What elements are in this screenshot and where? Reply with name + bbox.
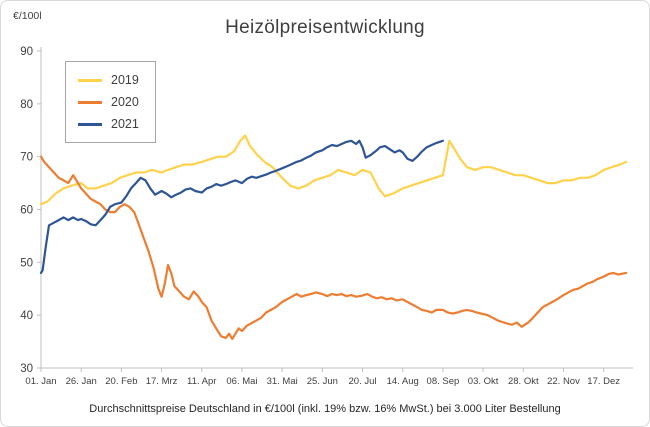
legend-swatch <box>78 122 102 126</box>
legend-item-2021: 2021 <box>78 113 139 135</box>
y-tick-label: 40 <box>20 310 33 322</box>
x-tick-label: 06. Mai <box>226 376 257 387</box>
series-line-2020 <box>39 155 628 340</box>
x-tick-label: 28. Okt <box>508 376 539 387</box>
legend-swatch <box>78 100 102 104</box>
legend-item-2019: 2019 <box>78 69 139 91</box>
x-tick-label: 11. Apr <box>187 376 216 387</box>
y-tick-label: 60 <box>20 205 33 217</box>
y-tick-label: 80 <box>20 99 33 111</box>
legend-label: 2020 <box>111 95 139 109</box>
legend: 2019 2020 2021 <box>65 61 156 143</box>
x-tick-label: 31. Mai <box>267 376 298 387</box>
x-tick-label: 03. Okt <box>468 376 499 387</box>
legend-label: 2021 <box>111 117 139 131</box>
y-tick-label: 70 <box>20 152 33 164</box>
y-tick-label: 90 <box>20 46 33 58</box>
legend-label: 2019 <box>111 73 139 87</box>
x-tick-label: 17. Dez <box>587 376 620 387</box>
y-axis-unit-label: €/100l <box>13 10 42 22</box>
x-tick-label: 22. Nov <box>547 376 580 387</box>
chart-caption: Durchschnittspreise Deutschland in €/100… <box>89 403 561 415</box>
x-tick-label: 26. Jan <box>66 376 97 387</box>
x-tick-label: 14. Aug <box>387 376 419 387</box>
x-tick-label: 20. Feb <box>105 376 137 387</box>
legend-item-2020: 2020 <box>78 91 139 113</box>
x-tick-label: 20. Jul <box>349 376 377 387</box>
y-tick-label: 30 <box>20 363 33 375</box>
y-tick-label: 50 <box>20 257 33 269</box>
x-tick-label: 01. Jan <box>25 376 56 387</box>
series-line-2021 <box>39 139 444 274</box>
x-tick-label: 17. Mrz <box>146 376 178 387</box>
legend-swatch <box>78 78 102 82</box>
series-line-2019 <box>39 134 628 206</box>
x-tick-label: 08. Sep <box>427 376 460 387</box>
x-tick-label: 25. Jun <box>307 376 338 387</box>
chart-title: Heizölpreisentwicklung <box>225 17 425 38</box>
